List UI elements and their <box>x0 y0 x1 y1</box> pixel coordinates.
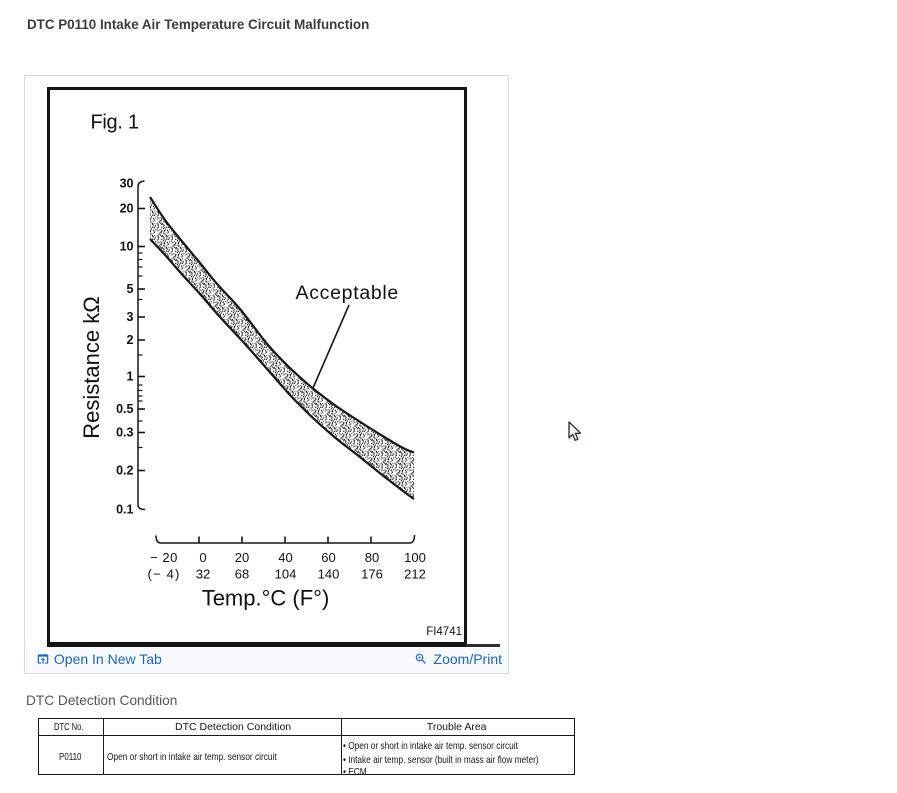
svg-text:104: 104 <box>275 567 297 582</box>
svg-text:1: 1 <box>127 370 134 384</box>
svg-text:(− 4): (− 4) <box>147 567 180 582</box>
svg-text:80: 80 <box>365 550 379 565</box>
svg-text:FI4741: FI4741 <box>426 626 462 638</box>
svg-text:30: 30 <box>120 177 134 191</box>
svg-text:Acceptable: Acceptable <box>296 282 399 304</box>
svg-text:0.3: 0.3 <box>116 426 133 440</box>
svg-text:0: 0 <box>199 550 206 565</box>
svg-text:0.2: 0.2 <box>116 464 133 478</box>
svg-text:5: 5 <box>127 282 134 296</box>
svg-text:20: 20 <box>120 202 134 216</box>
svg-text:40: 40 <box>278 550 292 565</box>
svg-text:Resistance kΩ: Resistance kΩ <box>79 296 104 438</box>
svg-text:Fig. 1: Fig. 1 <box>91 112 139 134</box>
svg-text:212: 212 <box>404 567 426 582</box>
svg-text:140: 140 <box>318 567 340 582</box>
svg-text:68: 68 <box>235 567 249 582</box>
svg-text:100: 100 <box>404 550 426 565</box>
svg-text:32: 32 <box>196 567 210 582</box>
svg-text:3: 3 <box>127 310 134 324</box>
svg-text:176: 176 <box>361 567 383 582</box>
svg-text:0.5: 0.5 <box>116 402 133 416</box>
svg-text:20: 20 <box>235 550 249 565</box>
svg-text:60: 60 <box>321 550 335 565</box>
svg-text:0.1: 0.1 <box>116 503 133 517</box>
svg-text:2: 2 <box>127 333 134 347</box>
svg-text:− 20: − 20 <box>150 550 178 565</box>
svg-text:Temp.°C (F°): Temp.°C (F°) <box>202 586 330 611</box>
svg-text:10: 10 <box>120 240 134 254</box>
